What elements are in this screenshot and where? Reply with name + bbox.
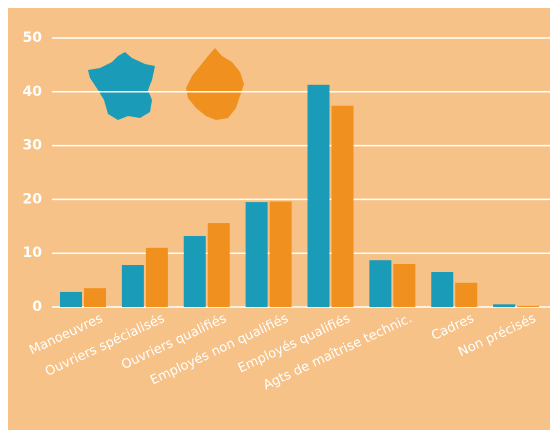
bar <box>245 202 268 307</box>
bar <box>60 291 82 307</box>
bar <box>431 272 454 307</box>
bar <box>207 223 230 307</box>
bar <box>121 265 144 307</box>
bar <box>393 263 416 307</box>
bar <box>145 247 168 307</box>
bar <box>269 201 292 307</box>
y-tick-label: 40 <box>23 84 43 100</box>
bar <box>84 288 106 307</box>
bar <box>369 260 392 307</box>
region-map-icon <box>186 48 244 120</box>
y-tick-label: 10 <box>23 245 43 261</box>
bar <box>517 305 540 307</box>
y-tick-label: 30 <box>23 138 43 154</box>
y-tick-label: 50 <box>23 30 43 46</box>
bar <box>493 304 516 307</box>
france-map-icon <box>88 52 155 120</box>
bar <box>455 282 478 307</box>
y-tick-label: 20 <box>23 191 43 207</box>
y-tick-label: 0 <box>32 299 42 315</box>
bar <box>331 105 354 308</box>
bar <box>183 235 206 307</box>
bar <box>307 84 330 307</box>
